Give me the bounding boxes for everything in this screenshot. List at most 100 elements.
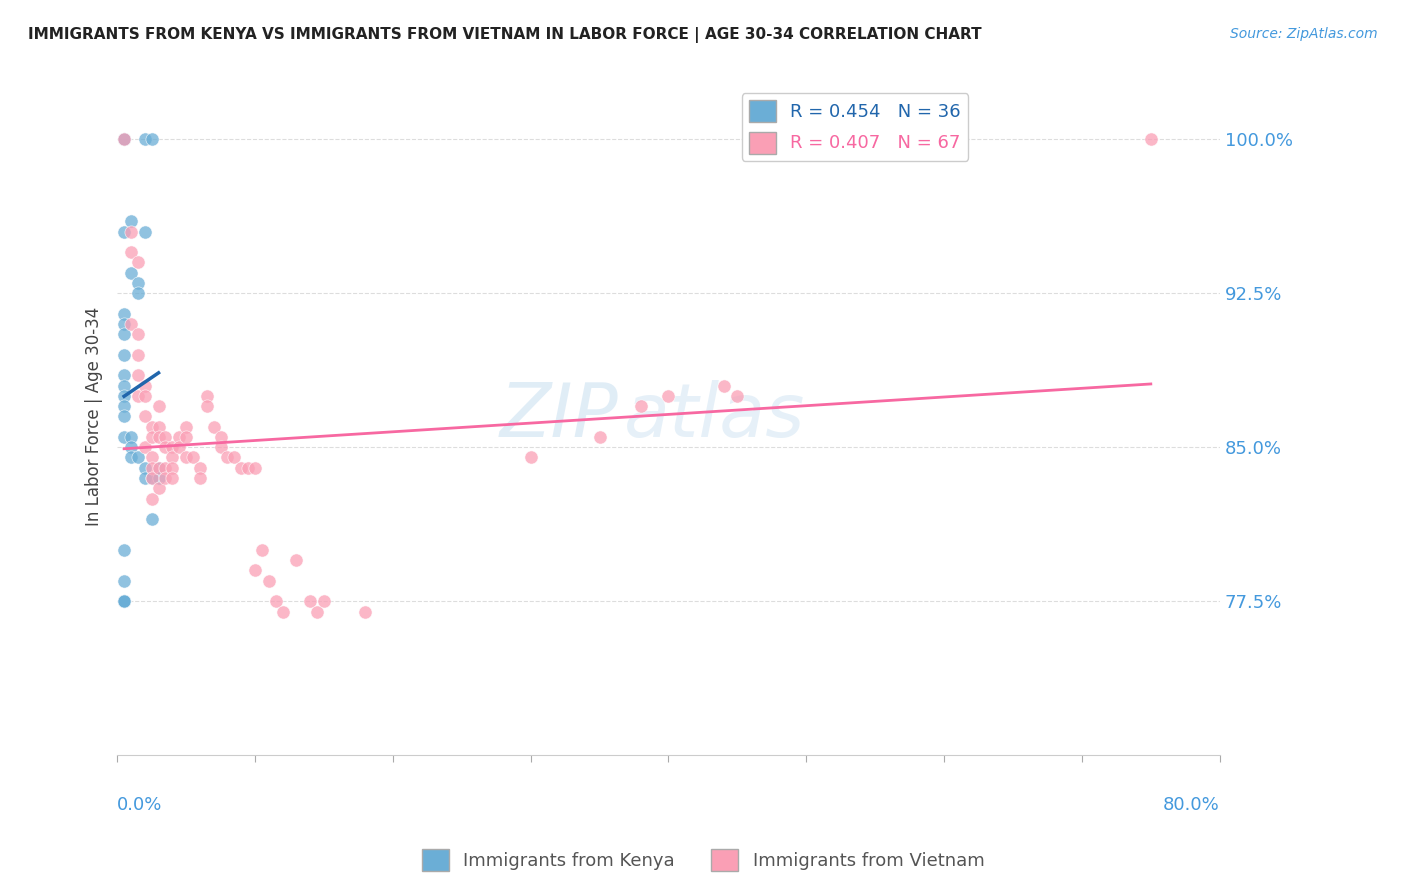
Point [202, 419, 225, 434]
Point [264, 594, 287, 608]
Point [231, 460, 253, 475]
Point [112, 327, 135, 342]
Point [167, 430, 190, 444]
Point [236, 460, 259, 475]
Point [134, 440, 156, 454]
Point [141, 471, 163, 485]
Point [195, 399, 218, 413]
Point [134, 389, 156, 403]
Point [112, 378, 135, 392]
Point [174, 450, 197, 465]
Point [181, 450, 204, 465]
Point [134, 225, 156, 239]
Point [134, 460, 156, 475]
Point [127, 348, 149, 362]
Point [148, 460, 170, 475]
Point [299, 594, 322, 608]
Point [148, 430, 170, 444]
Point [112, 594, 135, 608]
Point [167, 440, 190, 454]
Point [112, 132, 135, 146]
Point [148, 460, 170, 475]
Text: 80.0%: 80.0% [1163, 796, 1220, 814]
Point [155, 471, 177, 485]
Point [174, 419, 197, 434]
Text: IMMIGRANTS FROM KENYA VS IMMIGRANTS FROM VIETNAM IN LABOR FORCE | AGE 30-34 CORR: IMMIGRANTS FROM KENYA VS IMMIGRANTS FROM… [28, 27, 981, 43]
Point [141, 512, 163, 526]
Point [141, 430, 163, 444]
Point [257, 574, 280, 588]
Point [250, 543, 273, 558]
Point [120, 225, 142, 239]
Point [305, 605, 328, 619]
Point [713, 378, 735, 392]
Point [112, 307, 135, 321]
Legend: Immigrants from Kenya, Immigrants from Vietnam: Immigrants from Kenya, Immigrants from V… [415, 842, 991, 879]
Point [588, 430, 610, 444]
Point [127, 255, 149, 269]
Point [112, 317, 135, 331]
Point [127, 389, 149, 403]
Text: Source: ZipAtlas.com: Source: ZipAtlas.com [1230, 27, 1378, 41]
Point [657, 389, 679, 403]
Point [120, 440, 142, 454]
Point [134, 132, 156, 146]
Point [155, 460, 177, 475]
Point [134, 409, 156, 424]
Point [148, 399, 170, 413]
Point [112, 399, 135, 413]
Point [134, 378, 156, 392]
Point [112, 430, 135, 444]
Point [112, 543, 135, 558]
Point [630, 399, 652, 413]
Point [188, 471, 211, 485]
Point [134, 471, 156, 485]
Point [174, 430, 197, 444]
Point [127, 368, 149, 383]
Point [120, 214, 142, 228]
Point [312, 594, 335, 608]
Point [224, 450, 246, 465]
Point [127, 450, 149, 465]
Point [112, 594, 135, 608]
Point [127, 276, 149, 290]
Point [141, 460, 163, 475]
Point [127, 286, 149, 301]
Point [725, 389, 748, 403]
Point [112, 594, 135, 608]
Point [162, 471, 184, 485]
Point [243, 564, 266, 578]
Point [148, 481, 170, 495]
Point [112, 132, 135, 146]
Point [209, 430, 232, 444]
Point [141, 471, 163, 485]
Point [271, 605, 294, 619]
Point [120, 430, 142, 444]
Point [162, 460, 184, 475]
Point [120, 245, 142, 260]
Point [148, 419, 170, 434]
Point [285, 553, 308, 567]
Point [112, 225, 135, 239]
Point [519, 450, 541, 465]
Point [217, 450, 239, 465]
Y-axis label: In Labor Force | Age 30-34: In Labor Force | Age 30-34 [86, 307, 103, 526]
Text: atlas: atlas [624, 380, 806, 452]
Point [112, 368, 135, 383]
Point [112, 409, 135, 424]
Point [1139, 132, 1161, 146]
Point [141, 450, 163, 465]
Point [188, 460, 211, 475]
Point [112, 348, 135, 362]
Point [141, 419, 163, 434]
Legend: R = 0.454   N = 36, R = 0.407   N = 67: R = 0.454 N = 36, R = 0.407 N = 67 [741, 94, 969, 161]
Text: ZIP: ZIP [501, 380, 619, 452]
Point [112, 574, 135, 588]
Point [155, 440, 177, 454]
Point [127, 327, 149, 342]
Text: 0.0%: 0.0% [117, 796, 163, 814]
Point [155, 430, 177, 444]
Point [112, 389, 135, 403]
Point [112, 594, 135, 608]
Point [120, 450, 142, 465]
